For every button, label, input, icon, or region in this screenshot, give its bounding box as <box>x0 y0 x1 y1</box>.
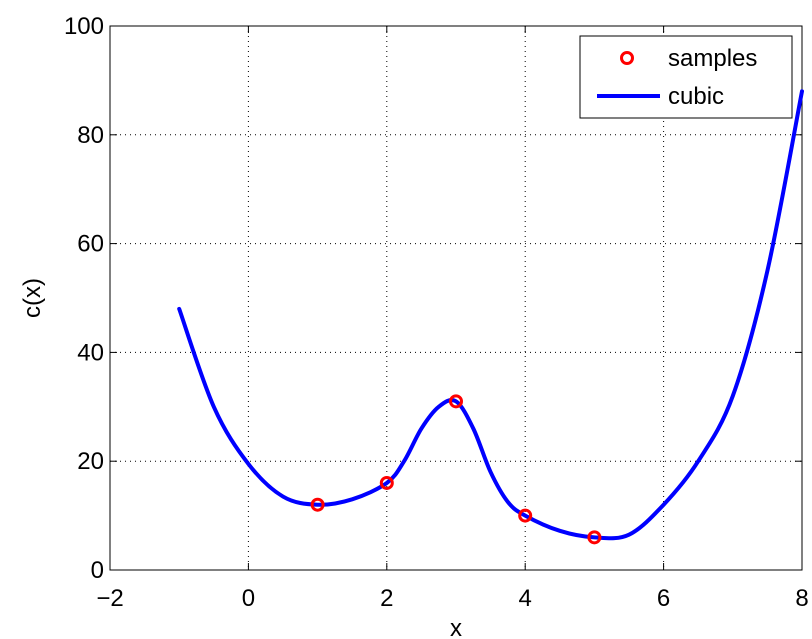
x-tick-label: 4 <box>519 585 532 612</box>
legend-label-cubic: cubic <box>668 83 724 110</box>
legend-marker-samples <box>620 51 634 65</box>
series-line-cubic <box>177 89 804 541</box>
x-tick-label: 6 <box>657 585 670 612</box>
series-point-samples <box>449 394 463 409</box>
x-tick-label: 2 <box>380 585 393 612</box>
y-tick-label: 60 <box>77 231 104 258</box>
series-layer <box>177 89 804 545</box>
series-point-samples <box>518 508 533 523</box>
series-point-samples <box>310 497 325 512</box>
y-tick-label: 40 <box>77 339 104 366</box>
y-tick-label: 0 <box>91 557 104 584</box>
legend: samples cubic <box>579 35 793 119</box>
x-tick-label: 8 <box>795 585 808 612</box>
y-tick-label: 20 <box>77 448 104 475</box>
series-point-samples <box>379 475 394 490</box>
x-axis-label: x <box>450 615 462 639</box>
legend-label-samples: samples <box>668 45 757 72</box>
x-tick-label: −2 <box>96 585 123 612</box>
legend-box <box>579 35 793 119</box>
x-tick-label: 0 <box>242 585 255 612</box>
plot-frame <box>109 25 803 571</box>
y-tick-label: 80 <box>77 122 104 149</box>
y-tick-label: 100 <box>64 13 104 40</box>
series-point-samples <box>587 530 602 545</box>
y-axis-label: c(x) <box>19 278 46 318</box>
axis-ticks <box>109 25 803 571</box>
